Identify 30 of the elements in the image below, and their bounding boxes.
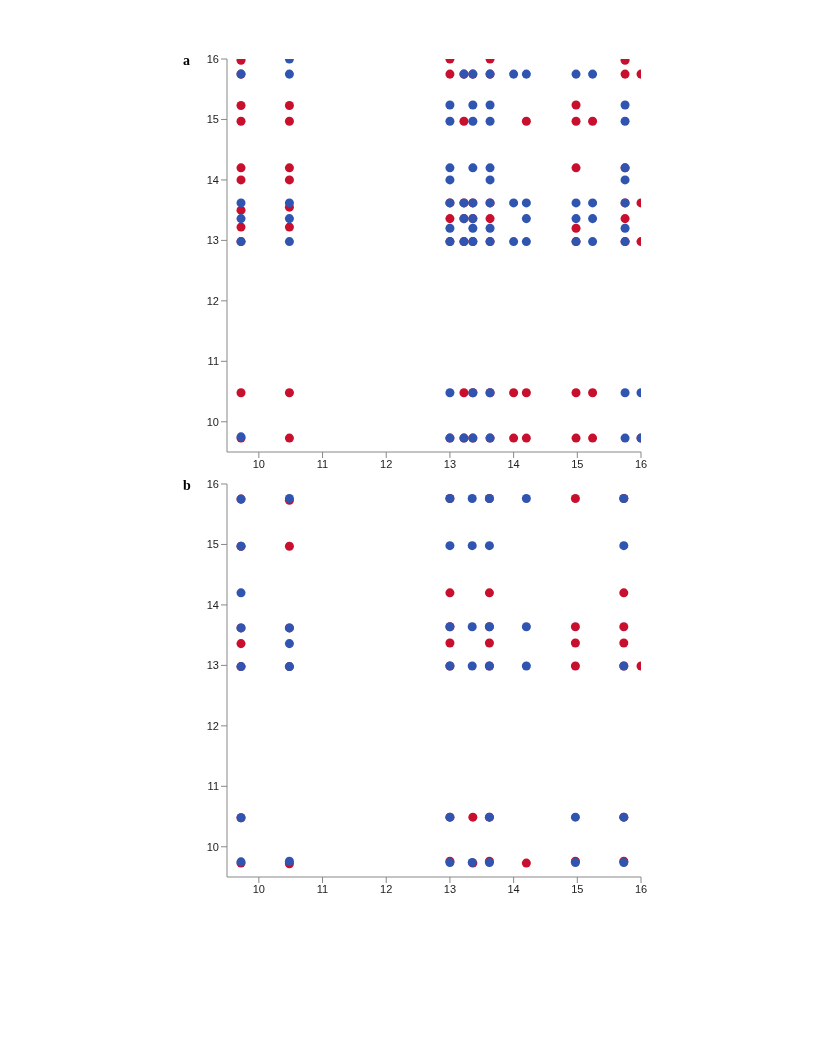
y-tick-label: 12 [206,294,219,307]
y-tick-label: 12 [206,719,219,732]
x-tick-label: 10 [252,882,265,895]
x-tick-label: 13 [443,882,457,895]
x-tick-label: 12 [380,457,393,470]
x-tick-label: 15 [571,882,584,895]
y-tick-label: 10 [206,415,219,428]
x-tick-label: 12 [380,882,393,895]
chart-title: b [183,478,191,494]
x-tick-label: 14 [507,457,520,470]
y-tick-label: 16 [206,477,219,490]
chart-title: a [183,53,190,69]
y-tick-label: 16 [206,52,219,65]
x-tick-label: 14 [507,882,520,895]
x-tick-label: 11 [316,882,329,895]
x-tick-label: 13 [443,457,457,470]
x-tick-label: 15 [571,457,584,470]
y-tick-label: 11 [207,355,219,368]
y-tick-label: 10 [206,840,219,853]
y-tick-label: 14 [206,598,219,611]
y-tick-label: 13 [206,659,219,672]
y-tick-label: 14 [206,173,219,186]
y-tick-label: 15 [206,538,219,551]
y-tick-label: 11 [207,780,219,793]
x-tick-label: 10 [252,457,265,470]
x-tick-label: 16 [634,457,648,470]
y-tick-label: 15 [206,113,219,126]
x-tick-label: 11 [316,457,329,470]
x-tick-label: 16 [634,882,648,895]
y-tick-label: 13 [206,234,219,247]
